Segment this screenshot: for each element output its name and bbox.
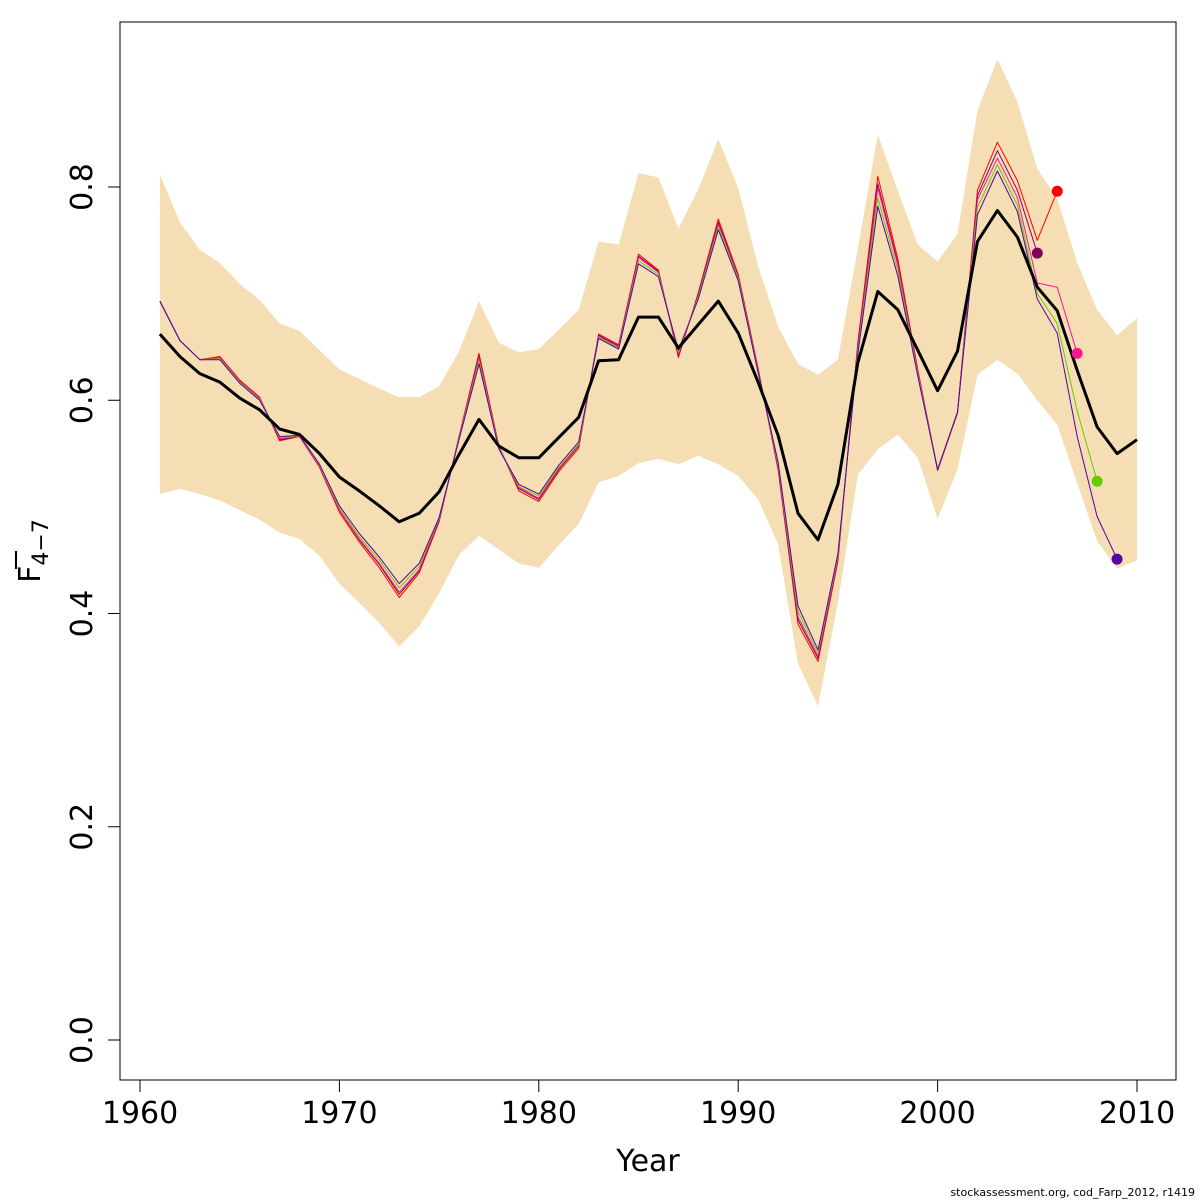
end-markers bbox=[1031, 185, 1123, 565]
y-tick-label-1: 0.2 bbox=[65, 803, 100, 851]
x-tick-label-2010: 2010 bbox=[1099, 1096, 1175, 1131]
x-tick-label-1990: 1990 bbox=[700, 1096, 776, 1131]
y-axis: 0.0 0.2 0.4 0.6 0.8 bbox=[65, 163, 121, 1064]
x-axis: 1960 1970 1980 1990 2000 2010 bbox=[102, 1079, 1175, 1131]
series-end-point-5 bbox=[1111, 553, 1123, 565]
confidence-band bbox=[159, 59, 1137, 707]
y-tick-label-3: 0.6 bbox=[65, 376, 100, 424]
y-tick-label-0: 0.0 bbox=[65, 1016, 100, 1064]
series-end-point-4 bbox=[1091, 475, 1103, 487]
y-axis-title: F4−7 bbox=[13, 519, 54, 583]
series-line-final bbox=[158, 209, 1138, 542]
y-tick-label-2: 0.4 bbox=[65, 590, 100, 638]
y-tick-label-4: 0.8 bbox=[65, 163, 100, 211]
confidence-band-area bbox=[159, 59, 1137, 707]
x-axis-title: Year bbox=[615, 1144, 680, 1179]
x-tick-label-2000: 2000 bbox=[899, 1096, 975, 1131]
y-axis-title-main: F bbox=[13, 566, 48, 583]
series-line-5 bbox=[159, 170, 1118, 651]
x-tick-label-1970: 1970 bbox=[301, 1096, 377, 1131]
series-end-point-1 bbox=[1051, 185, 1063, 197]
x-tick-label-1980: 1980 bbox=[501, 1096, 577, 1131]
series-layer bbox=[158, 141, 1138, 662]
series-end-point-2 bbox=[1031, 247, 1043, 259]
credit-text: stockassessment.org, cod_Farp_2012, r141… bbox=[950, 1186, 1195, 1199]
series-end-point-3 bbox=[1071, 347, 1083, 359]
y-axis-title-subscript: 4−7 bbox=[29, 519, 54, 565]
svg-text:F4−7: F4−7 bbox=[13, 519, 54, 583]
x-tick-label-1960: 1960 bbox=[102, 1096, 178, 1131]
